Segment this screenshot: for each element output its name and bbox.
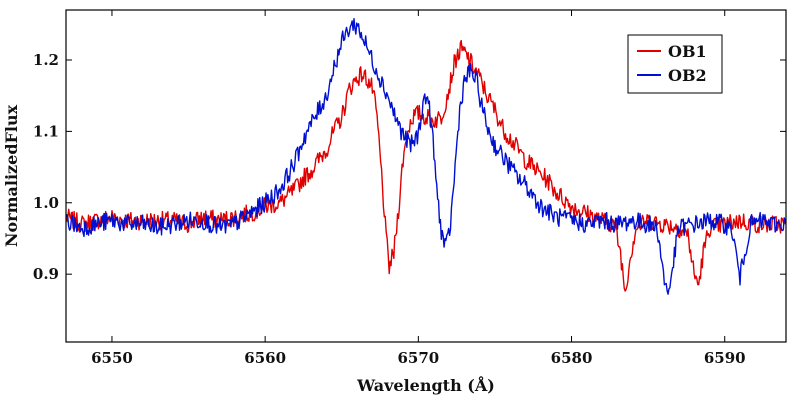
legend-label-ob2: OB2 <box>668 66 707 85</box>
series-layer <box>66 18 786 295</box>
x-tick-label: 6560 <box>244 349 286 367</box>
legend-box <box>627 34 723 94</box>
y-tick-label: 0.9 <box>33 265 59 283</box>
y-tick-label: 1.2 <box>33 51 59 69</box>
x-axis-title: Wavelength (Å) <box>356 374 495 395</box>
y-tick-label: 1.0 <box>33 194 59 212</box>
x-tick-label: 6550 <box>91 349 133 367</box>
x-tick-label: 6590 <box>704 349 746 367</box>
tick-layer: 6550 6560 6570 6580 6590 0.9 1.0 1.1 1.2 <box>33 10 786 367</box>
plot-frame <box>65 9 787 343</box>
x-tick-label: 6570 <box>397 349 439 367</box>
y-tick-label: 1.1 <box>33 122 59 140</box>
y-axis-title: NormalizedFlux <box>2 104 21 247</box>
legend-label-ob1: OB1 <box>668 42 707 61</box>
series-line-ob2 <box>66 18 786 295</box>
x-tick-label: 6580 <box>551 349 593 367</box>
